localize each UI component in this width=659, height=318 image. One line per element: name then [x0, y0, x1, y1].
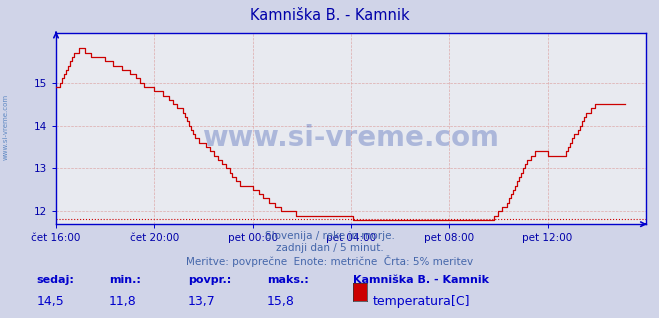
Text: Kamniška B. - Kamnik: Kamniška B. - Kamnik — [250, 8, 409, 23]
Text: temperatura[C]: temperatura[C] — [372, 295, 470, 308]
Text: Kamniška B. - Kamnik: Kamniška B. - Kamnik — [353, 275, 488, 285]
Text: 14,5: 14,5 — [36, 295, 64, 308]
Text: min.:: min.: — [109, 275, 140, 285]
Text: www.si-vreme.com: www.si-vreme.com — [202, 124, 500, 152]
Text: maks.:: maks.: — [267, 275, 308, 285]
Text: zadnji dan / 5 minut.: zadnji dan / 5 minut. — [275, 243, 384, 252]
Text: 13,7: 13,7 — [188, 295, 215, 308]
Text: povpr.:: povpr.: — [188, 275, 231, 285]
Text: Slovenija / reke in morje.: Slovenija / reke in morje. — [264, 231, 395, 240]
Text: 11,8: 11,8 — [109, 295, 136, 308]
Text: 15,8: 15,8 — [267, 295, 295, 308]
Text: sedaj:: sedaj: — [36, 275, 74, 285]
Text: Meritve: povprečne  Enote: metrične  Črta: 5% meritev: Meritve: povprečne Enote: metrične Črta:… — [186, 255, 473, 267]
Text: www.si-vreme.com: www.si-vreme.com — [3, 94, 9, 160]
